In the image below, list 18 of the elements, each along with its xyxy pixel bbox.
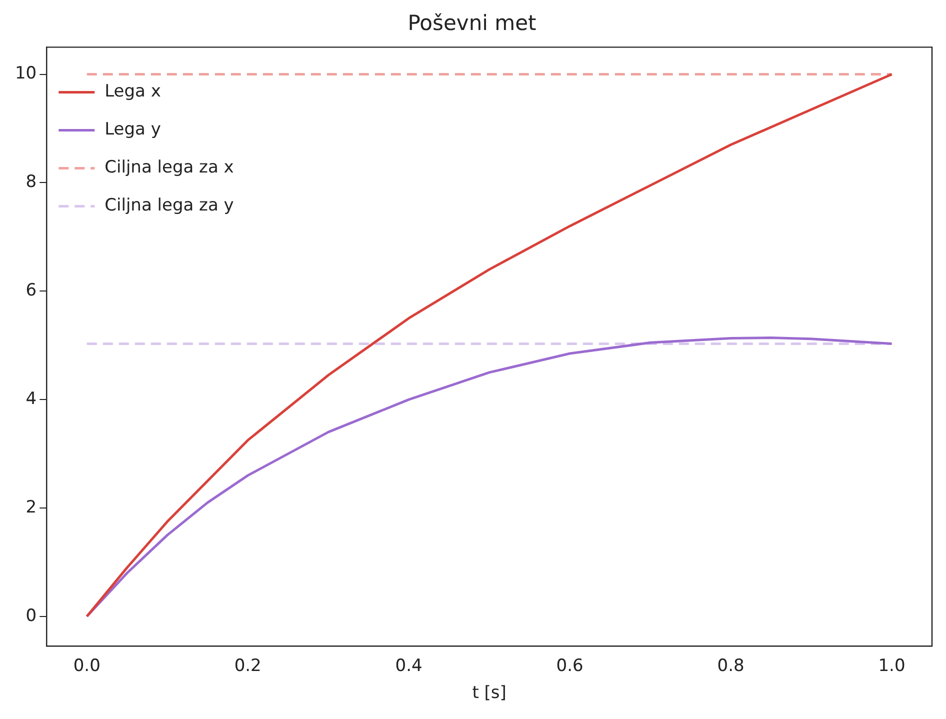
y-tick-label: 10 <box>14 64 37 84</box>
x-tick-label: 0.2 <box>234 656 262 676</box>
x-tick-label: 1.0 <box>878 656 906 676</box>
legend-label: Lega x <box>104 82 161 102</box>
legend-label: Lega y <box>104 120 161 140</box>
x-tick-label: 0.4 <box>395 656 422 676</box>
x-axis-title: t [s] <box>472 683 506 704</box>
chart-title: Poševni met <box>408 11 536 36</box>
x-tick-label: 0.6 <box>556 656 584 676</box>
y-tick-label: 8 <box>26 172 37 192</box>
y-tick-label: 6 <box>26 280 37 301</box>
y-tick-label: 0 <box>26 606 37 626</box>
x-tick-label: 0.0 <box>73 656 100 676</box>
legend-label: Ciljna lega za y <box>104 196 234 216</box>
x-tick-label: 0.8 <box>717 656 744 676</box>
y-tick-label: 4 <box>26 388 37 409</box>
legend-label: Ciljna lega za x <box>104 158 234 178</box>
y-tick-label: 2 <box>26 497 37 518</box>
